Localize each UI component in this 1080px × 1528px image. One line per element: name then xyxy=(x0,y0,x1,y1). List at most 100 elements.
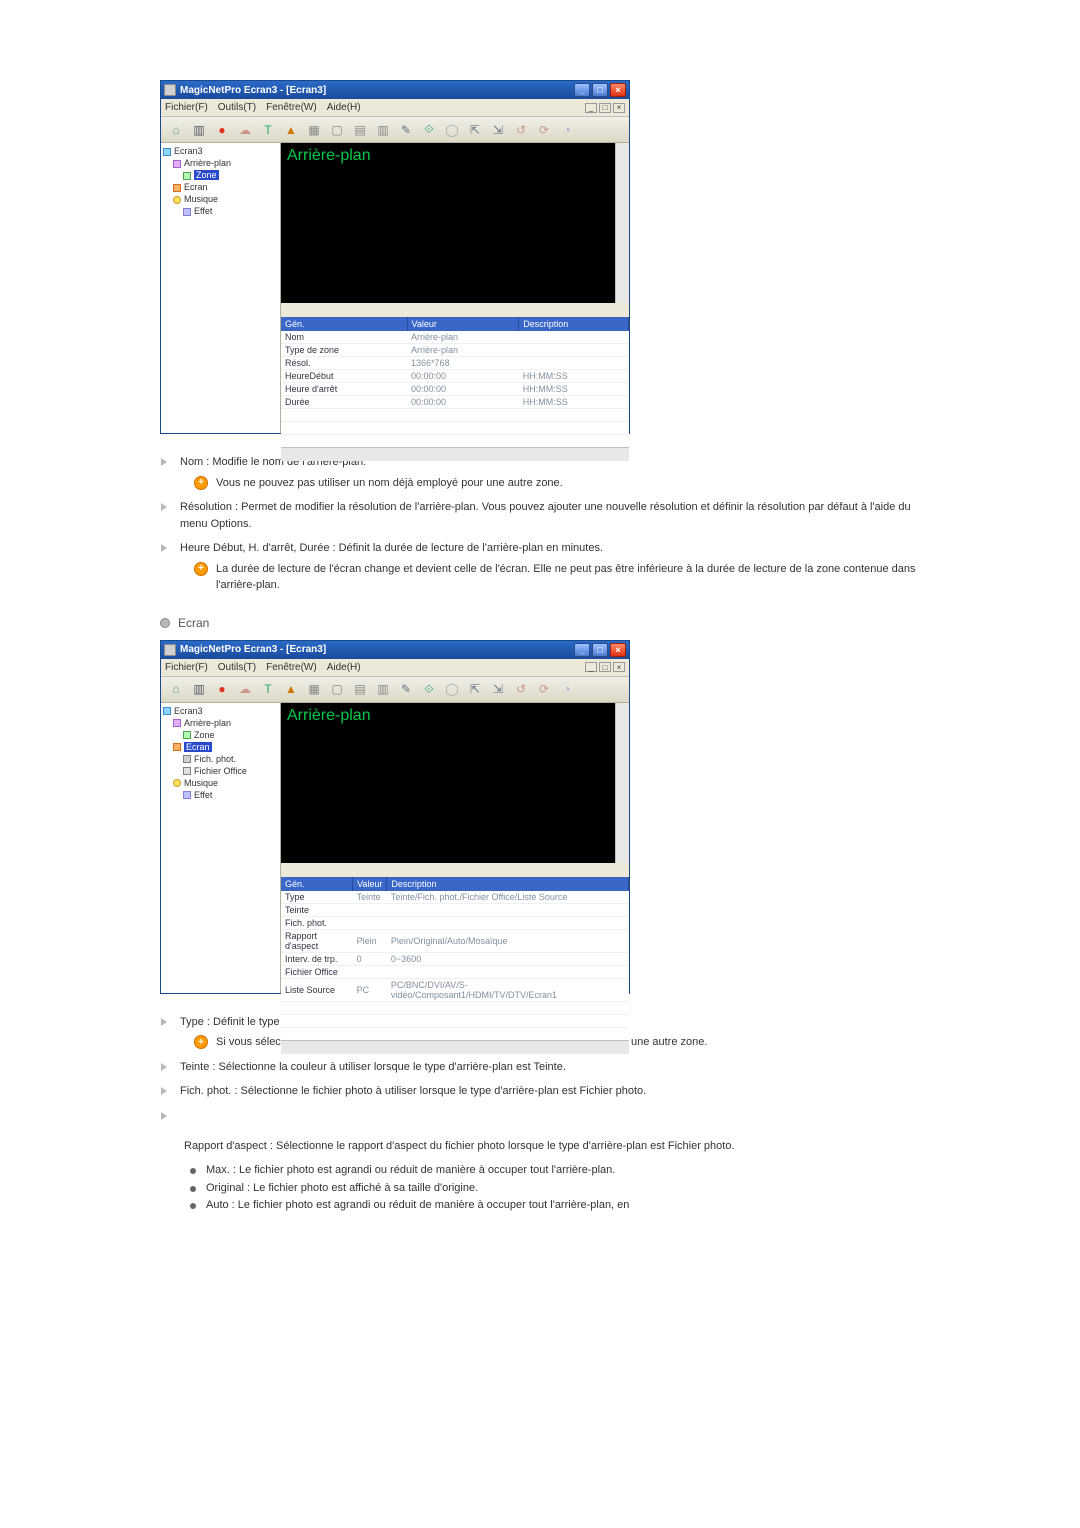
toolbar-button[interactable]: T xyxy=(259,121,277,139)
grid-row[interactable]: Rapport d'aspectPleinPlein/Original/Auto… xyxy=(281,929,629,952)
toolbar-button[interactable]: ▢ xyxy=(328,680,346,698)
mdi-control-icon[interactable]: × xyxy=(613,103,625,113)
toolbar-button[interactable]: ⟐ xyxy=(420,680,438,698)
toolbar-button[interactable]: ↺ xyxy=(512,121,530,139)
toolbar-button[interactable]: ▥ xyxy=(190,680,208,698)
menu-item[interactable]: Aide(H) xyxy=(327,102,361,113)
grid-row[interactable]: NomArrière-plan xyxy=(281,331,629,344)
tree-node-label: Ecran xyxy=(184,742,212,752)
mdi-control-icon[interactable]: □ xyxy=(599,103,611,113)
menu-item[interactable]: Outils(T) xyxy=(218,102,256,113)
menu-item[interactable]: Fenêtre(W) xyxy=(266,662,317,673)
tree-node[interactable]: Arrière-plan xyxy=(163,157,278,169)
grid-key: Fichier Office xyxy=(281,965,353,978)
grid-row[interactable]: Durée00:00:00HH:MM:SS xyxy=(281,396,629,409)
grid-row[interactable]: Liste SourcePCPC/BNC/DVI/AV/S-vidéo/Comp… xyxy=(281,978,629,1001)
mdi-control-icon[interactable]: □ xyxy=(599,662,611,672)
toolbar-button[interactable]: ◯ xyxy=(443,121,461,139)
vertical-scrollbar[interactable] xyxy=(615,143,629,303)
toolbar-button[interactable]: ⟳ xyxy=(535,121,553,139)
tree-node[interactable]: Ecran3 xyxy=(163,145,278,157)
toolbar-button[interactable]: ▤ xyxy=(351,680,369,698)
menu-item[interactable]: Fichier(F) xyxy=(165,102,208,113)
toolbar-button[interactable]: ↺ xyxy=(512,680,530,698)
grid-row[interactable]: HeureDébut00:00:00HH:MM:SS xyxy=(281,370,629,383)
grid-row[interactable]: Type de zoneArrière-plan xyxy=(281,344,629,357)
menu-item[interactable]: Fenêtre(W) xyxy=(266,102,317,113)
toolbar-button[interactable]: ▢ xyxy=(328,121,346,139)
toolbar-button[interactable]: ⇲ xyxy=(489,121,507,139)
mdi-control-icon[interactable]: × xyxy=(613,662,625,672)
menu-item[interactable]: Outils(T) xyxy=(218,662,256,673)
grid-header: Valeur xyxy=(407,317,519,331)
bullet-icon xyxy=(190,1203,196,1209)
grid-scrollbar[interactable] xyxy=(281,1040,629,1054)
tree-node[interactable]: Zone xyxy=(163,169,278,181)
tree-node-label: Zone xyxy=(194,730,215,740)
toolbar-button[interactable]: ⌂ xyxy=(167,121,185,139)
grid-row[interactable]: Fichier Office xyxy=(281,965,629,978)
mdi-control-icon[interactable]: _ xyxy=(585,103,597,113)
tree-node[interactable]: Zone xyxy=(163,729,278,741)
close-button[interactable]: × xyxy=(610,643,626,657)
minimize-button[interactable]: _ xyxy=(574,83,590,97)
tree-node[interactable]: Effet xyxy=(163,789,278,801)
grid-row[interactable]: Fich. phot. xyxy=(281,916,629,929)
toolbar-button[interactable]: ▦ xyxy=(305,680,323,698)
minimize-button[interactable]: _ xyxy=(574,643,590,657)
tree-node[interactable]: Effet xyxy=(163,205,278,217)
grid-row[interactable]: Teinte xyxy=(281,903,629,916)
toolbar-button[interactable]: ⟐ xyxy=(420,121,438,139)
toolbar-button[interactable]: ✎ xyxy=(397,680,415,698)
toolbar-button[interactable]: ☁ xyxy=(236,680,254,698)
tree-node-label: Effet xyxy=(194,206,212,216)
toolbar-button[interactable]: ⇲ xyxy=(489,680,507,698)
menu-item[interactable]: Aide(H) xyxy=(327,662,361,673)
grid-header: Gén. xyxy=(281,877,353,891)
close-button[interactable]: × xyxy=(610,83,626,97)
tree-node[interactable]: Musique xyxy=(163,193,278,205)
toolbar-button[interactable]: ▦ xyxy=(305,121,323,139)
tree-node[interactable]: Fich. phot. xyxy=(163,753,278,765)
maximize-button[interactable]: □ xyxy=(592,643,608,657)
toolbar-button[interactable]: ⌂ xyxy=(167,680,185,698)
toolbar-button[interactable]: ▥ xyxy=(374,121,392,139)
mdi-control-icon[interactable]: _ xyxy=(585,662,597,672)
toolbar-button[interactable]: ● xyxy=(213,680,231,698)
tree-node[interactable]: Arrière-plan xyxy=(163,717,278,729)
toolbar-button[interactable]: ☁ xyxy=(236,121,254,139)
toolbar-button[interactable]: ▥ xyxy=(374,680,392,698)
toolbar-button[interactable]: ▲ xyxy=(282,121,300,139)
grid-scrollbar[interactable] xyxy=(281,447,629,461)
toolbar-button[interactable]: ⇱ xyxy=(466,121,484,139)
menu-item[interactable]: Fichier(F) xyxy=(165,662,208,673)
section-ecran-title: Ecran xyxy=(178,616,209,630)
tree-node[interactable]: Ecran xyxy=(163,741,278,753)
toolbar-button[interactable]: ▲ xyxy=(282,680,300,698)
toolbar-button[interactable]: ✎ xyxy=(397,121,415,139)
grid-value: Plein/Original/Auto/Mosaïque xyxy=(387,929,629,952)
doc-item: Heure Début, H. d'arrêt, Durée : Définit… xyxy=(160,540,920,594)
tree-node[interactable]: Fichier Office xyxy=(163,765,278,777)
toolbar-button[interactable]: ⇱ xyxy=(466,680,484,698)
maximize-button[interactable]: □ xyxy=(592,83,608,97)
toolbar-button[interactable]: ◔ xyxy=(558,680,576,698)
tree-node[interactable]: Musique xyxy=(163,777,278,789)
tree-node-label: Arrière-plan xyxy=(184,158,231,168)
toolbar-button[interactable]: ● xyxy=(213,121,231,139)
toolbar-button[interactable]: T xyxy=(259,680,277,698)
grid-row[interactable]: Résol.1366*768 xyxy=(281,357,629,370)
grid-row[interactable]: TypeTeinteTeinte/Fich. phot./Fichier Off… xyxy=(281,891,629,904)
toolbar-button[interactable]: ▤ xyxy=(351,121,369,139)
grid-row[interactable]: Interv. de trp.00~3600 xyxy=(281,952,629,965)
grid-row[interactable]: Heure d'arrêt00:00:00HH:MM:SS xyxy=(281,383,629,396)
tree-node[interactable]: Ecran xyxy=(163,181,278,193)
toolbar-button[interactable]: ⟳ xyxy=(535,680,553,698)
tree-node[interactable]: Ecran3 xyxy=(163,705,278,717)
toolbar-button[interactable]: ◯ xyxy=(443,680,461,698)
toolbar-button[interactable]: ▥ xyxy=(190,121,208,139)
grid-value: 00:00:00 xyxy=(407,383,519,396)
grid-key: Heure d'arrêt xyxy=(281,383,407,396)
toolbar-button[interactable]: ◔ xyxy=(558,121,576,139)
vertical-scrollbar[interactable] xyxy=(615,703,629,863)
